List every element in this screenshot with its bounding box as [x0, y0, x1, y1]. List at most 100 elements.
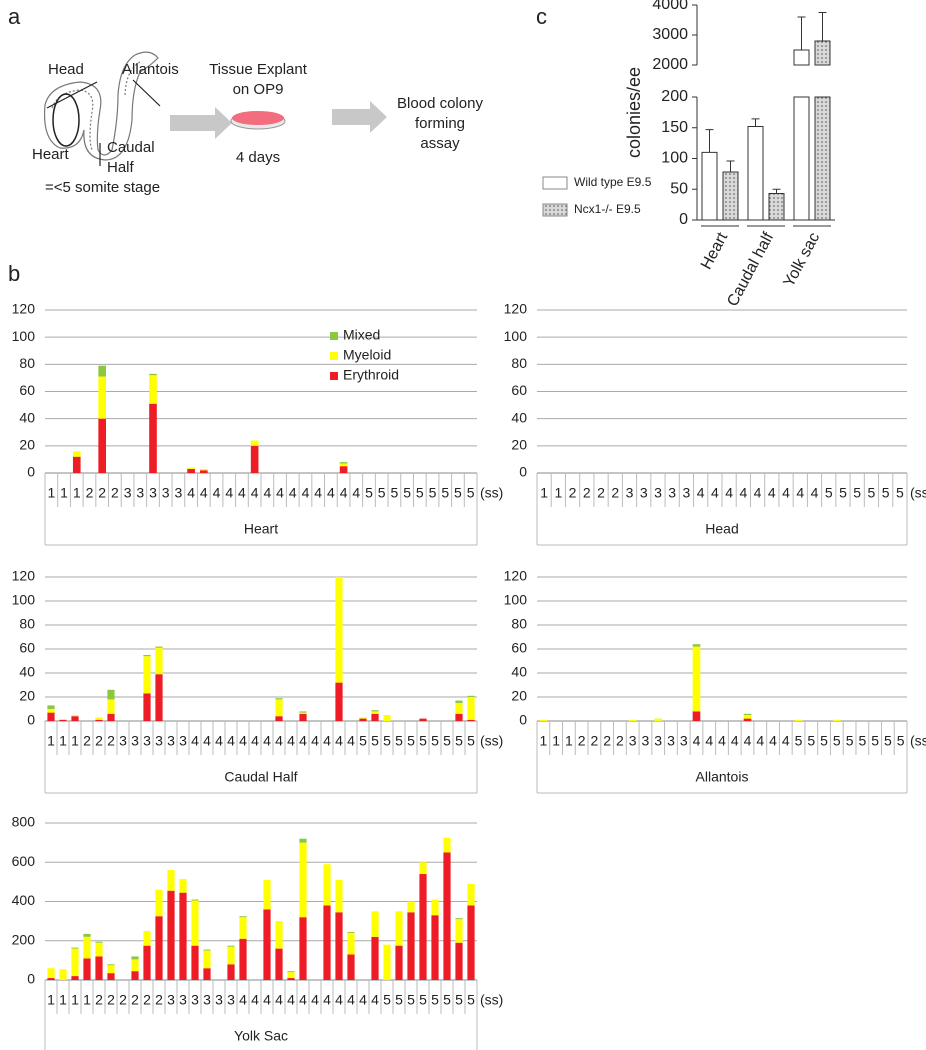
bar-segment — [359, 717, 367, 719]
y-tick-label: 100 — [504, 328, 528, 344]
x-tick-label: 4 — [693, 733, 701, 749]
x-tick-label: 4 — [227, 733, 235, 749]
bar-segment — [107, 689, 115, 700]
y-tick-label: 0 — [27, 971, 35, 987]
y-tick-label: 40 — [511, 409, 527, 425]
bar-segment — [275, 699, 283, 717]
bar-segment — [98, 376, 106, 419]
bar-segment — [455, 713, 463, 721]
x-tick-label: 5 — [839, 485, 847, 501]
y-tick-label: 80 — [19, 616, 35, 632]
x-tick-label: 5 — [431, 992, 439, 1008]
x-tick-label: 3 — [215, 992, 223, 1008]
diagram-label: Tissue Explant — [209, 61, 308, 78]
bar-segment — [250, 445, 259, 473]
x-tick-label: 1 — [71, 733, 79, 749]
x-tick-label: 5 — [403, 485, 411, 501]
x-tick-label: 2 — [143, 992, 151, 1008]
x-tick-label: 5 — [833, 733, 841, 749]
heart-outline — [52, 93, 80, 147]
bar-segment — [299, 917, 307, 980]
x-tick-label: 5 — [825, 485, 833, 501]
y-tick-label: 120 — [12, 568, 36, 584]
x-tick-label: 4 — [299, 992, 307, 1008]
bar-segment — [743, 715, 752, 719]
x-tick-label: 4 — [225, 485, 233, 501]
bar-segment — [227, 946, 235, 965]
x-tick-label: 3 — [668, 485, 676, 501]
x-tick-label: 3 — [136, 485, 144, 501]
bar-segment — [143, 945, 151, 980]
bar-segment — [131, 971, 139, 980]
bar-segment — [431, 899, 439, 916]
bar-segment — [47, 709, 55, 713]
x-tick-label: 3 — [191, 992, 199, 1008]
bar-segment — [149, 373, 157, 376]
bar-segment — [107, 964, 115, 966]
legend-swatch — [330, 332, 338, 340]
x-tick-label: 5 — [419, 733, 427, 749]
bar-segment — [149, 375, 157, 404]
x-tick-label: 5 — [395, 992, 403, 1008]
y-tick-label: 120 — [504, 301, 528, 317]
x-tick-label: 4 — [263, 992, 271, 1008]
diagram-label: Allantois — [122, 61, 179, 78]
bar-segment — [323, 905, 331, 980]
bar-segment — [692, 711, 701, 721]
bar-segment — [539, 719, 548, 721]
x-tick-label: 4 — [276, 485, 284, 501]
bar-segment — [107, 965, 115, 974]
bar-segment — [371, 711, 379, 714]
bar-segment — [187, 468, 195, 473]
bar-segment — [71, 715, 79, 717]
bar-segment — [395, 945, 403, 980]
chart-title: Allantois — [696, 769, 749, 785]
x-tick-label: Caudal half — [724, 229, 777, 309]
bar-segment — [455, 700, 463, 703]
bar-segment — [95, 719, 103, 721]
bar-segment — [335, 879, 343, 913]
chart-title: Heart — [244, 521, 278, 537]
x-tick-label: 2 — [107, 733, 115, 749]
bar — [768, 193, 785, 221]
x-tick-label: 4 — [754, 485, 762, 501]
x-tick-label: 1 — [552, 733, 560, 749]
x-tick-label: 5 — [429, 485, 437, 501]
bar-segment — [299, 711, 307, 713]
bar-segment — [654, 718, 663, 721]
error-bar — [751, 118, 760, 127]
bar — [793, 49, 810, 221]
bar-segment — [299, 712, 307, 714]
x-tick-label: 5 — [419, 992, 427, 1008]
bar-segment — [250, 440, 259, 446]
x-tick-label: 1 — [83, 992, 91, 1008]
bar-segment — [467, 695, 475, 697]
arrow — [170, 107, 232, 139]
x-tick-label: 3 — [155, 733, 163, 749]
y-tick-label: 20 — [19, 688, 35, 704]
x-tick-label: 2 — [603, 733, 611, 749]
error-bar — [772, 188, 781, 194]
x-tick-label: 1 — [59, 733, 67, 749]
diagram-label: assay — [420, 135, 460, 152]
x-tick-label: 5 — [407, 992, 415, 1008]
y-tick-label: 40 — [19, 409, 35, 425]
y-tick-label: 50 — [670, 180, 688, 197]
x-tick-label: 4 — [340, 485, 348, 501]
x-tick-label: 4 — [725, 485, 733, 501]
x-tick-label: 2 — [583, 485, 591, 501]
y-tick-label: 100 — [661, 150, 688, 167]
y-tick-label: 0 — [27, 712, 35, 728]
bar-segment — [275, 948, 283, 980]
x-tick-label: 2 — [597, 485, 605, 501]
bar-segment — [287, 972, 295, 979]
x-tick-label: 4 — [191, 733, 199, 749]
bar-segment — [419, 718, 427, 721]
y-tick-label: 120 — [504, 568, 528, 584]
y-tick-label: 150 — [661, 119, 688, 136]
x-tick-label: 5 — [896, 485, 904, 501]
diagram-label: Head — [48, 61, 84, 78]
x-tick-label: 4 — [263, 733, 271, 749]
bar-segment — [833, 719, 841, 721]
